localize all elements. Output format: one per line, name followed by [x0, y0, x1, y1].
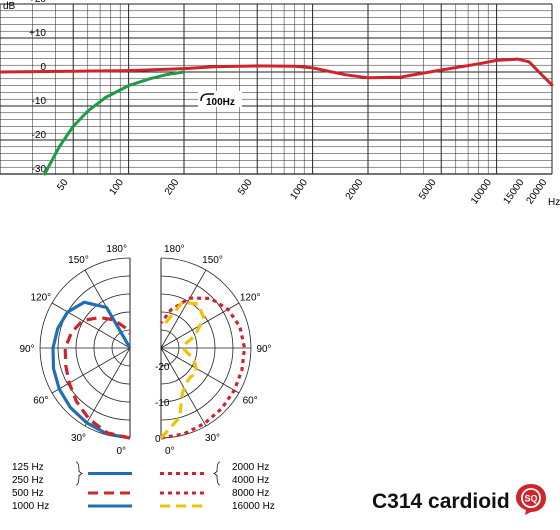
frequency-grid — [0, 3, 553, 175]
series-line-green — [43, 70, 186, 176]
legend-label: 8000 Hz — [232, 488, 269, 499]
legend-brace — [75, 461, 83, 486]
polar-angle-label: 0° — [165, 446, 175, 457]
y-axis-labels: dB +20 +10 0 -10 -20 -30 — [3, 0, 46, 175]
svg-text:SQ: SQ — [524, 494, 537, 504]
sq-logo-icon: SQ — [516, 484, 546, 515]
polar-angle-label: 30° — [71, 433, 86, 444]
polar-series-yellow — [159, 300, 206, 440]
polar-angle-label: 150° — [202, 255, 223, 266]
y-tick-label: -20 — [32, 130, 47, 141]
legend-label: 250 Hz — [12, 475, 44, 486]
model-title: C314 cardioid — [372, 490, 510, 513]
frequency-response-chart: dB +20+100-10-20-30 Hz 20501002005001000… — [0, 0, 560, 208]
polar-angle-label: 30° — [205, 433, 220, 444]
legend-brace — [213, 461, 221, 486]
annotation-box — [198, 91, 242, 107]
series-line-red — [0, 57, 554, 87]
polar-radial-label: 0 — [155, 434, 161, 445]
legend-label: 2000 Hz — [232, 462, 269, 473]
highpass-annotation: 100Hz — [198, 91, 242, 108]
annotation-label: 100Hz — [206, 97, 235, 108]
polar-angle-label: 180° — [106, 244, 127, 255]
polar-angle-label: 90° — [19, 344, 34, 355]
frequency-series — [0, 57, 554, 176]
polar-angle-label: 180° — [164, 244, 185, 255]
y-axis-title: dB — [3, 1, 16, 12]
polar-radial-label: -20 — [155, 362, 170, 373]
polar-radial-label: -10 — [155, 398, 170, 409]
polar-angle-label: 120° — [30, 293, 51, 304]
y-tick-label: -10 — [32, 96, 47, 107]
polar-angle-labels: 180° 180° 150° 150° 120° 120° 90° 90° 60° 60° 30° 3… — [19, 244, 271, 457]
polar-spoke — [160, 269, 207, 349]
polar-angle-label: 60° — [243, 396, 258, 407]
polar-radial-labels: -20 -10 0 — [155, 362, 170, 445]
polar-legend: 125 Hz 250 Hz 500 Hz 1000 Hz 2000 Hz 4000 Hz 8… — [12, 461, 275, 512]
polar-angle-label: 90° — [256, 344, 271, 355]
legend-label: 125 Hz — [12, 462, 44, 473]
polar-spoke — [160, 347, 207, 427]
y-tick-label: +20 — [29, 0, 46, 5]
polar-angle-label: 120° — [240, 293, 261, 304]
y-tick-label: +10 — [29, 28, 46, 39]
polar-right-half — [159, 257, 252, 440]
polar-left-half — [39, 257, 132, 440]
legend-label: 4000 Hz — [232, 475, 269, 486]
polar-spoke — [51, 302, 131, 349]
polar-series-red — [63, 315, 132, 440]
polar-spoke — [84, 347, 131, 427]
y-tick-label: -30 — [32, 164, 47, 175]
x-axis-unit: Hz — [548, 197, 560, 208]
polar-series-red — [159, 296, 247, 440]
polar-angle-label: 150° — [68, 255, 89, 266]
polar-spoke — [51, 347, 131, 394]
y-tick-label: 0 — [40, 62, 46, 73]
highpass-filter-icon — [200, 93, 214, 102]
legend-label: 1000 Hz — [12, 501, 49, 512]
polar-series-blue — [51, 300, 132, 440]
legend-label: 500 Hz — [12, 488, 44, 499]
polar-angle-label: 0° — [116, 446, 126, 457]
legend-label: 16000 Hz — [232, 501, 275, 512]
polar-angle-label: 60° — [33, 396, 48, 407]
polar-spoke — [160, 347, 240, 394]
